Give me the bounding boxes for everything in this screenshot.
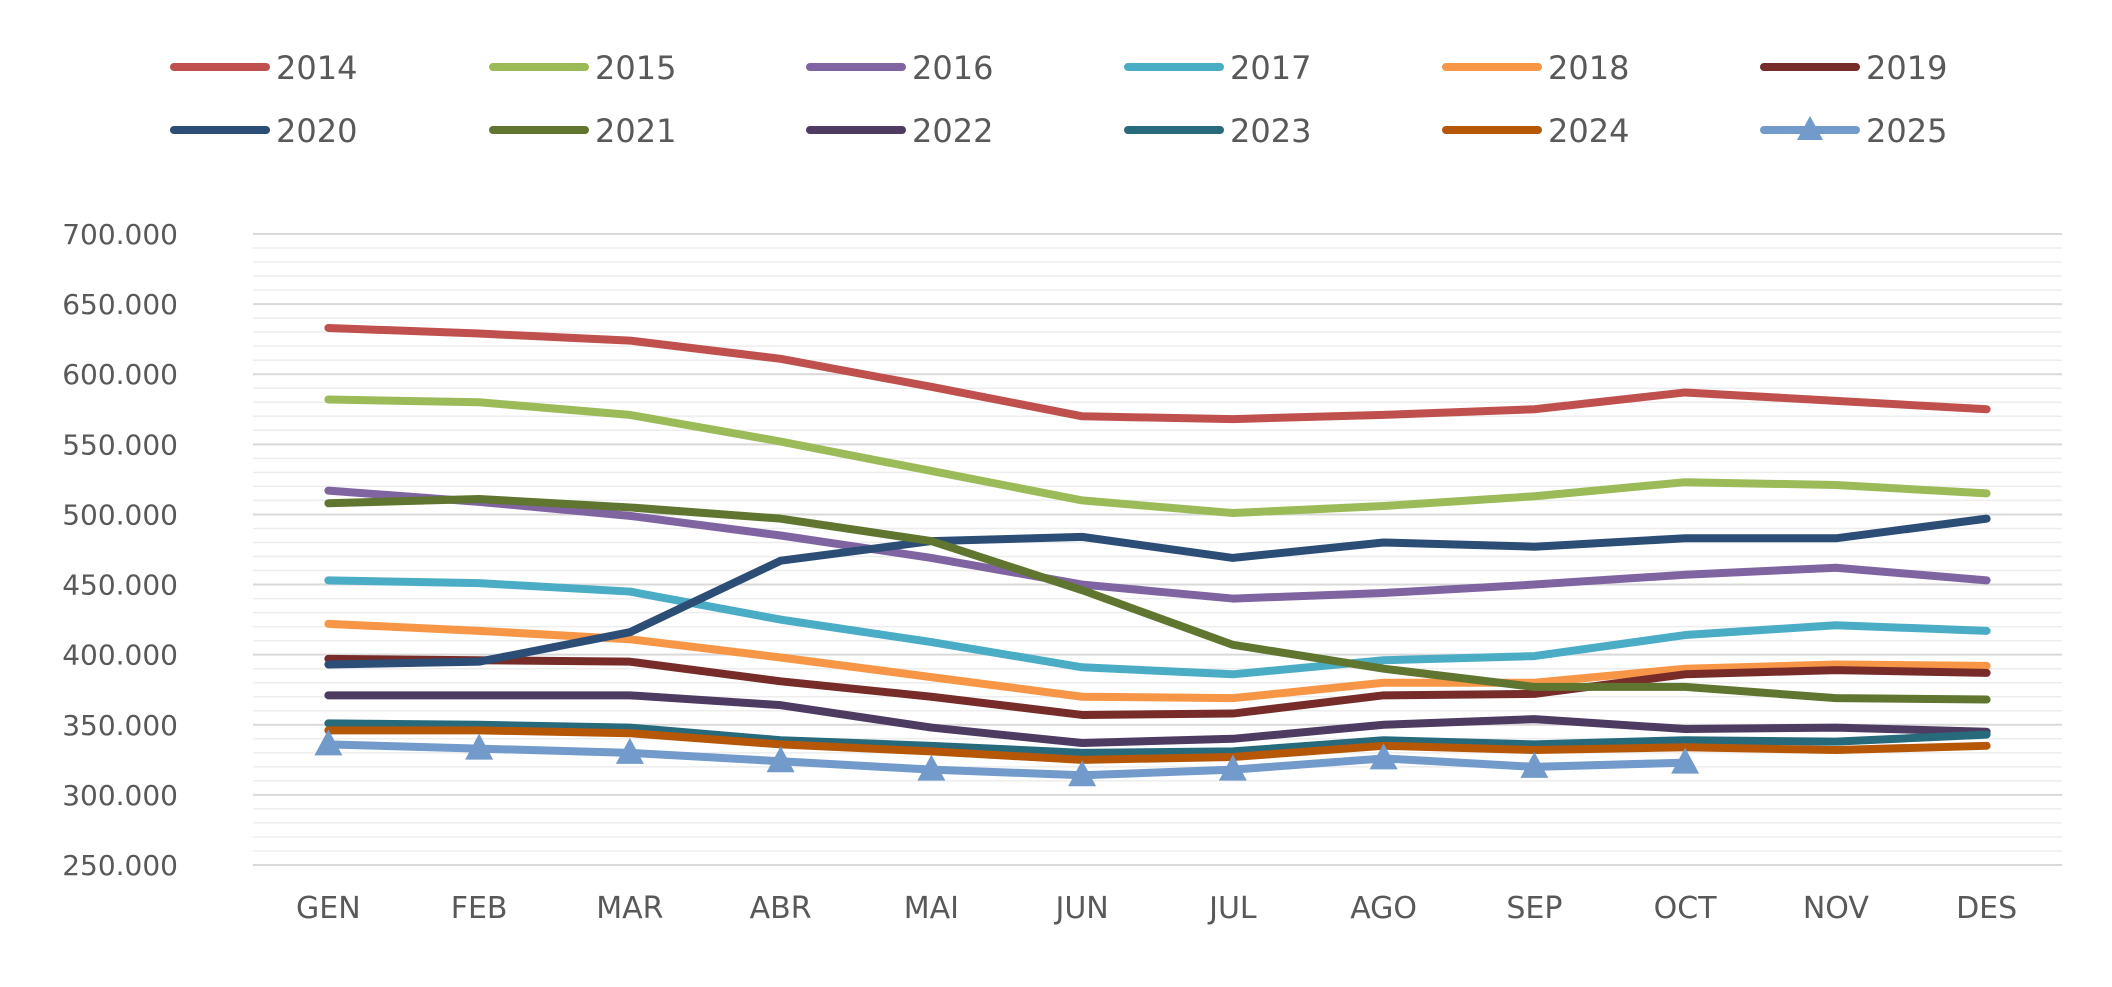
legend-label: 2015 <box>595 49 676 87</box>
x-tick-label: SEP <box>1506 891 1562 926</box>
legend-item-2021: 2021 <box>489 112 676 150</box>
x-tick-label: DES <box>1956 891 2017 926</box>
x-tick-label: GEN <box>296 891 361 926</box>
legend-label: 2016 <box>912 49 993 87</box>
triangle-marker <box>465 733 494 760</box>
series-2019 <box>324 654 1991 719</box>
triangle-marker-icon <box>1797 116 1823 140</box>
x-tick-label: OCT <box>1654 891 1718 926</box>
series-2022 <box>324 691 1991 748</box>
x-tick-label: JUL <box>1207 891 1257 926</box>
legend-item-2016: 2016 <box>806 49 993 87</box>
line-2025 <box>324 740 1690 780</box>
legend-label: 2017 <box>1230 49 1311 87</box>
triangle-marker <box>1520 751 1549 778</box>
legend-item-2024: 2024 <box>1442 112 1629 150</box>
legend-item-2017: 2017 <box>1124 49 1311 87</box>
series-2025 <box>314 729 1700 787</box>
y-tick-label: 700.000 <box>62 218 178 251</box>
legend-label: 2020 <box>276 112 357 150</box>
legend-item-2022: 2022 <box>806 112 993 150</box>
line-2019 <box>324 654 1991 719</box>
line-2016 <box>324 486 1991 603</box>
legend-label: 2018 <box>1548 49 1629 87</box>
legend-label: 2021 <box>595 112 676 150</box>
triangle-marker <box>766 746 795 773</box>
legend-item-2015: 2015 <box>489 49 676 87</box>
y-tick-label: 250.000 <box>62 849 178 882</box>
x-tick-label: FEB <box>451 891 508 926</box>
x-tick-label: MAR <box>596 891 663 926</box>
legend-label: 2024 <box>1548 112 1629 150</box>
y-tick-label: 450.000 <box>62 569 178 602</box>
series-2020 <box>324 514 1991 669</box>
y-tick-label: 400.000 <box>62 639 178 672</box>
series-2021 <box>324 495 1991 704</box>
x-tick-label: MAI <box>904 891 959 926</box>
legend-label: 2022 <box>912 112 993 150</box>
y-tick-label: 600.000 <box>62 358 178 391</box>
y-tick-label: 500.000 <box>62 498 178 531</box>
x-tick-label: AGO <box>1350 891 1417 926</box>
series-2024 <box>324 726 1991 764</box>
triangle-marker <box>1369 743 1398 770</box>
y-tick-label: 300.000 <box>62 779 178 812</box>
series-lines <box>314 323 1991 787</box>
legend-item-2018: 2018 <box>1442 49 1629 87</box>
y-tick-label: 550.000 <box>62 428 178 461</box>
legend-item-2020: 2020 <box>170 112 357 150</box>
line-2024 <box>324 726 1991 764</box>
y-tick-label: 350.000 <box>62 709 178 742</box>
legend-label: 2019 <box>1866 49 1947 87</box>
legend-item-2014: 2014 <box>170 49 357 87</box>
line-2017 <box>324 576 1991 679</box>
series-2015 <box>324 395 1991 518</box>
series-2014 <box>324 323 1991 424</box>
line-2020 <box>324 514 1991 669</box>
line-2023 <box>324 719 1991 757</box>
y-tick-label: 650.000 <box>62 288 178 321</box>
legend: 2014 2015 2016 2017 2018 2019 2020 2021 2022 2023… <box>170 49 1947 150</box>
triangle-marker <box>1068 760 1097 787</box>
legend-label: 2014 <box>276 49 357 87</box>
line-2021 <box>324 495 1991 704</box>
x-tick-label: ABR <box>750 891 812 926</box>
series-2023 <box>324 719 1991 757</box>
line-2022 <box>324 691 1991 748</box>
triangle-marker <box>917 754 946 781</box>
triangle-marker <box>1218 754 1247 781</box>
legend-label: 2025 <box>1866 112 1947 150</box>
line-2014 <box>324 323 1991 424</box>
triangle-marker <box>615 737 644 764</box>
legend-label: 2023 <box>1230 112 1311 150</box>
line-2015 <box>324 395 1991 518</box>
legend-item-2023: 2023 <box>1124 112 1311 150</box>
legend-item-2025: 2025 <box>1760 112 1947 150</box>
legend-item-2019: 2019 <box>1760 49 1947 87</box>
series-2016 <box>324 486 1991 603</box>
series-2017 <box>324 576 1991 679</box>
triangle-marker <box>314 729 343 756</box>
triangle-marker <box>1671 747 1700 774</box>
x-axis: GEN FEB MAR ABR MAI JUN JUL AGO SEP OCT NOV DES <box>296 891 2017 926</box>
x-tick-label: JUN <box>1054 891 1109 926</box>
x-tick-label: NOV <box>1803 891 1870 926</box>
y-axis: 250.000 300.000 350.000 400.000 450.000 500.0… <box>62 218 178 882</box>
